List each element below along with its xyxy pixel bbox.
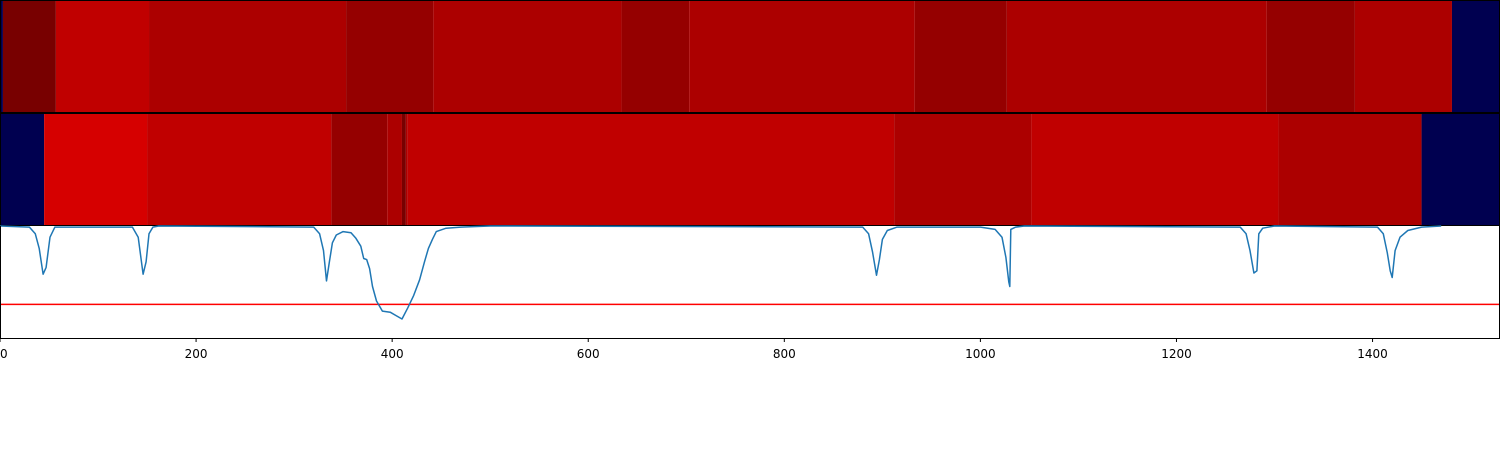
x-axis: 0 200 400 600 800 1000 1200 1400 [0, 338, 1388, 361]
heatmap-cell-4 [387, 114, 402, 225]
plot-background [0, 226, 1500, 338]
heatmap-cell-6 [405, 114, 408, 225]
heatmap-cell-3 [149, 1, 347, 112]
heatmap-cell-0 [0, 1, 3, 112]
heatmap-cell-11 [1421, 114, 1500, 225]
heatmap-cell-10 [1278, 114, 1422, 225]
x-tick-label: 600 [577, 347, 600, 361]
heatmap-cell-0 [0, 114, 45, 225]
heatmap-panel-top [0, 0, 1500, 113]
x-tick-label: 1200 [1161, 347, 1192, 361]
x-tick-label: 400 [381, 347, 404, 361]
heatmap-cell-1 [44, 114, 148, 225]
heatmap-cell-1 [2, 1, 56, 112]
series-line-0 [0, 225, 1442, 320]
heatmap-cell-7 [689, 1, 915, 112]
heatmap-cell-9 [1031, 114, 1279, 225]
heatmap-cell-6 [621, 1, 690, 112]
line-panel-bottom [0, 225, 1500, 339]
heatmap-cell-2 [55, 1, 150, 112]
heatmap-cell-4 [346, 1, 434, 112]
heatmap-cell-5 [433, 1, 622, 112]
x-tick-label: 1400 [1357, 347, 1388, 361]
heatmap-cell-7 [407, 114, 895, 225]
heatmap-cell-11 [1354, 1, 1452, 112]
heatmap-cell-10 [1266, 1, 1355, 112]
x-tick-label: 800 [773, 347, 796, 361]
heatmap-cell-5 [401, 114, 406, 225]
heatmap-cell-9 [1006, 1, 1267, 112]
heatmap-cell-8 [894, 114, 1032, 225]
heatmap-cell-8 [914, 1, 1007, 112]
heatmap-cell-3 [331, 114, 388, 225]
heatmap-cell-2 [147, 114, 332, 225]
heatmap-cell-12 [1451, 1, 1500, 112]
heatmap-panel-middle [0, 113, 1500, 226]
x-tick-label: 1000 [965, 347, 996, 361]
x-tick-label: 0 [0, 347, 8, 361]
x-tick-label: 200 [185, 347, 208, 361]
